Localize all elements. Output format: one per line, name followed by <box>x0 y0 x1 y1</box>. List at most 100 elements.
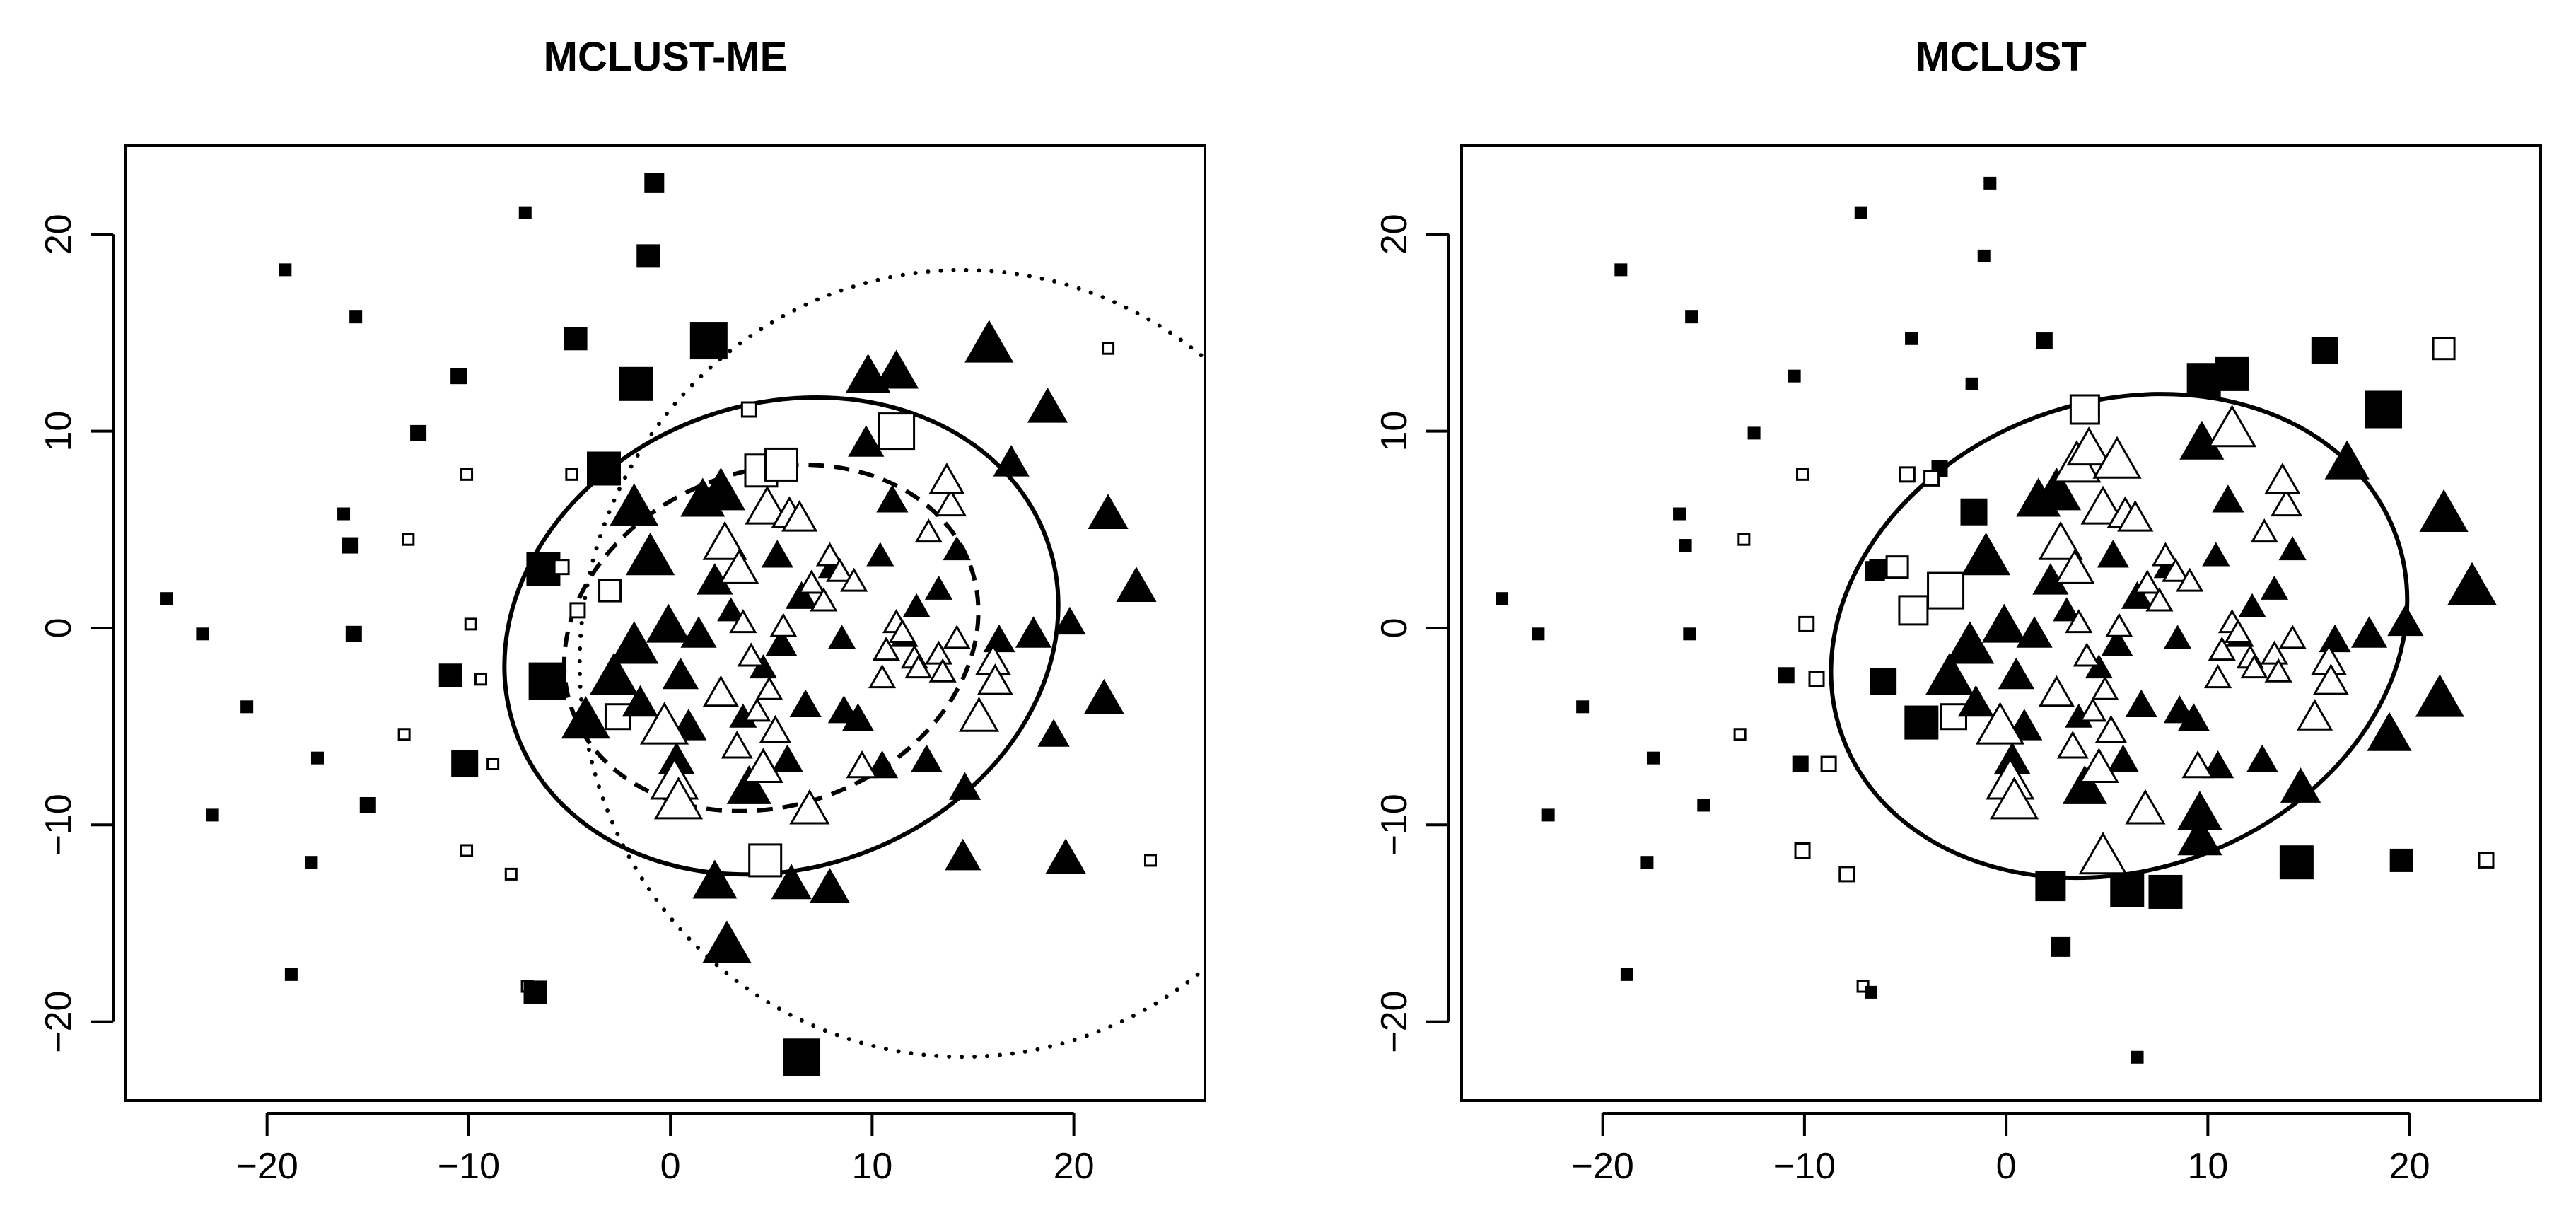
point-triangle <box>874 349 919 389</box>
point-square <box>598 579 622 603</box>
point-triangle <box>737 642 765 667</box>
point-triangle <box>1962 533 2011 576</box>
point-triangle <box>2085 654 2113 679</box>
point-square <box>1865 561 1885 581</box>
point-triangle <box>702 521 747 560</box>
point-triangle <box>1981 603 2027 643</box>
point-triangle <box>2145 587 2174 612</box>
point-triangle <box>1989 777 2039 820</box>
point-triangle <box>964 320 1014 363</box>
point-triangle <box>2078 832 2128 875</box>
point-square <box>342 537 359 554</box>
y-tick-label: −10 <box>38 794 79 856</box>
point-triangle <box>610 483 659 526</box>
point-triangle <box>983 624 1015 653</box>
point-triangle <box>809 868 851 903</box>
point-triangle <box>2271 488 2303 517</box>
point-triangle <box>872 637 900 661</box>
point-triangle <box>2387 604 2424 637</box>
point-triangle <box>2092 436 2142 479</box>
y-tick-label: 20 <box>38 214 79 255</box>
point-square <box>1885 555 1909 579</box>
point-triangle <box>2117 500 2154 532</box>
point-triangle <box>2415 674 2464 717</box>
point-triangle <box>1083 678 1124 714</box>
point-square <box>1541 808 1555 822</box>
point-square <box>345 625 362 642</box>
point-square <box>2186 363 2221 397</box>
point-triangle <box>2079 697 2107 722</box>
point-triangle <box>866 750 899 779</box>
point-triangle <box>2056 731 2089 759</box>
point-square <box>410 424 427 441</box>
point-triangle <box>914 518 943 543</box>
point-triangle <box>2447 562 2497 605</box>
point-square <box>2311 337 2338 364</box>
point-triangle <box>785 581 818 609</box>
y-tick-label: 10 <box>1374 411 1415 452</box>
point-triangle <box>717 597 745 622</box>
point-square <box>504 867 518 881</box>
point-square <box>450 368 467 385</box>
point-square <box>689 322 728 360</box>
point-square <box>2131 1050 2144 1064</box>
point-triangle <box>2278 536 2307 561</box>
panel-mclust: MCLUST −20 −10 0 10 20 −20 −10 0 10 20 <box>1374 34 2542 1187</box>
point-triangle <box>2260 575 2289 600</box>
point-square <box>2036 332 2053 349</box>
point-triangle <box>888 618 916 644</box>
point-triangle <box>692 859 738 899</box>
point-triangle <box>2053 597 2081 622</box>
point-square <box>2279 845 2314 880</box>
point-triangle <box>2177 816 2222 856</box>
point-triangle <box>589 652 639 695</box>
point-triangle <box>2073 642 2101 667</box>
point-square <box>1838 866 1855 883</box>
point-triangle <box>1027 387 1068 423</box>
ellipse-layer <box>1829 392 2410 881</box>
point-triangle <box>755 675 783 700</box>
point-square <box>2148 874 2183 909</box>
point-triangle <box>2246 744 2278 772</box>
ellipse-solid <box>502 395 1061 877</box>
point-square <box>2432 337 2456 361</box>
point-square <box>565 468 578 481</box>
x-tick-label: 0 <box>1996 1146 2017 1187</box>
point-square <box>196 627 209 641</box>
point-triangle <box>935 488 967 517</box>
point-triangle <box>2176 567 2204 592</box>
ellipse-solid <box>1829 392 2410 881</box>
point-triangle <box>2054 549 2095 584</box>
point-square <box>310 751 324 765</box>
point-triangle <box>866 542 894 567</box>
point-triangle <box>1998 657 2034 690</box>
point-square <box>1614 263 1628 277</box>
point-square <box>528 662 566 700</box>
point-square <box>1620 968 1633 981</box>
x-tick-label: 20 <box>1054 1146 1095 1187</box>
x-axis: −20 −10 0 10 20 <box>236 1112 1095 1187</box>
point-triangle <box>622 685 658 717</box>
point-triangle <box>958 696 1000 732</box>
x-tick-label: 10 <box>2187 1146 2228 1187</box>
point-square <box>1904 705 1939 740</box>
y-tick-label: 10 <box>38 411 79 452</box>
point-triangle <box>771 864 812 900</box>
point-triangle <box>841 703 874 731</box>
point-triangle <box>2202 542 2230 567</box>
point-square <box>1905 332 1918 345</box>
point-square <box>1820 755 1837 772</box>
point-square <box>1794 842 1811 859</box>
point-square <box>1143 854 1157 867</box>
point-square <box>438 663 462 687</box>
point-square <box>402 533 415 546</box>
point-square <box>740 401 757 418</box>
point-triangle <box>2324 440 2370 480</box>
point-triangle <box>2016 616 2053 648</box>
point-square <box>451 750 479 778</box>
point-square <box>2365 390 2403 429</box>
point-triangle <box>943 536 971 561</box>
point-square <box>644 173 665 193</box>
point-square <box>1983 176 1997 190</box>
